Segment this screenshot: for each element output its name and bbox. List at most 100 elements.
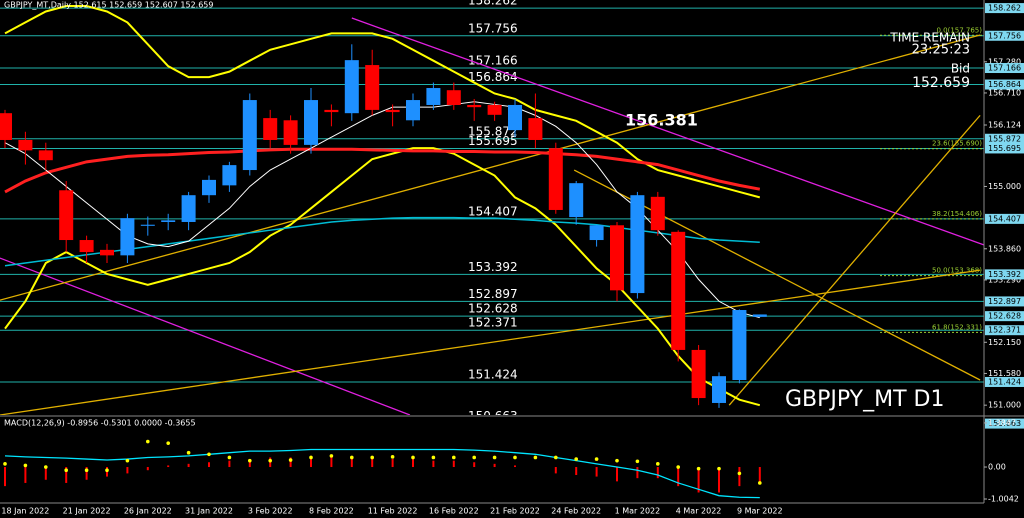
y-tick-label: 153.290 — [988, 275, 1021, 284]
x-tick-label: 4 Mar 2022 — [676, 507, 722, 516]
candle-body — [406, 100, 420, 121]
level-box — [985, 3, 1024, 14]
candle-body — [508, 104, 522, 131]
macd-bar — [738, 467, 741, 487]
candle-body — [242, 100, 257, 171]
y-tick-label: 153.860 — [988, 244, 1021, 253]
signal-dot — [472, 455, 477, 460]
macd-bar — [167, 465, 170, 468]
y-tick-label: 0.00 — [988, 463, 1006, 472]
signal-dot — [288, 458, 293, 462]
level-axis-label: 152.897 — [988, 297, 1021, 306]
signal-dot — [513, 455, 517, 460]
highlight-price: 156.381 — [625, 111, 698, 130]
macd-bar — [126, 467, 129, 474]
macd-bar — [65, 467, 68, 483]
macd-bar — [758, 467, 761, 485]
signal-dot — [248, 458, 252, 463]
x-tick-label: 18 Jan 2022 — [1, 507, 49, 516]
signal-dot — [676, 465, 680, 469]
macd-bar — [350, 457, 353, 468]
signal-dot — [370, 455, 375, 460]
level-axis-label: 157.166 — [988, 64, 1021, 73]
candle-body — [18, 139, 33, 151]
trendline — [0, 34, 981, 301]
level-label: 153.392 — [468, 260, 518, 274]
trendline — [0, 269, 981, 415]
level-label: 151.424 — [468, 367, 518, 381]
signal-dot — [758, 481, 762, 485]
signal-dot — [737, 471, 742, 476]
level-box — [985, 79, 1024, 90]
level-box — [985, 376, 1024, 387]
signal-dot — [717, 466, 721, 471]
candle-body — [569, 183, 584, 218]
level-label: 155.695 — [468, 134, 518, 148]
macd-bar — [85, 467, 88, 480]
candle-body — [589, 225, 604, 241]
macd-bar — [554, 467, 557, 474]
symbol-label: GBPJPY_MT D1 — [785, 387, 944, 412]
level-label: 156.864 — [468, 70, 518, 84]
level-label: 158.262 — [468, 0, 518, 8]
macd-bar — [452, 460, 455, 468]
indicator-line — [4, 5, 761, 199]
fib-label: 38.2(154.406) — [932, 210, 982, 218]
signal-dot — [23, 463, 28, 468]
macd-bar — [718, 467, 720, 493]
x-tick-label: 24 Feb 2022 — [551, 507, 601, 516]
indicator-line — [4, 147, 761, 194]
level-axis-label: 158.262 — [988, 4, 1021, 13]
signal-dot — [268, 458, 273, 463]
candle-body — [671, 231, 686, 350]
candle-body — [0, 113, 12, 140]
candle-body — [304, 100, 318, 145]
trendline — [351, 17, 984, 246]
candle-body — [100, 249, 114, 256]
level-label: 154.407 — [468, 204, 518, 218]
level-axis-label: 153.392 — [988, 270, 1021, 279]
macd-bar — [656, 467, 659, 479]
candle-body — [732, 310, 747, 381]
signal-dot — [452, 455, 456, 460]
signal-dot — [329, 454, 334, 458]
signal-dot — [64, 468, 68, 473]
candle-body — [161, 220, 176, 222]
level-axis-label: 155.872 — [988, 134, 1021, 143]
candle-body — [446, 90, 461, 105]
macd-bar — [289, 457, 292, 468]
level-label: 155.872 — [468, 124, 518, 138]
macd-line — [4, 448, 760, 499]
chart-header: GBPJPY_MT,Daily 152.615 152.659 152.607 … — [4, 1, 213, 10]
candle-body — [712, 376, 726, 403]
macd-bar — [432, 460, 435, 468]
macd-bar — [330, 457, 333, 468]
time-remain: 23:25:23 — [912, 43, 970, 58]
macd-bar — [24, 467, 27, 483]
y-tick-label: 151.000 — [988, 401, 1021, 410]
macd-bar — [575, 467, 578, 475]
macd-bar — [412, 459, 414, 468]
level-axis-label: 155.695 — [988, 144, 1021, 153]
axes: 157.280 156.710 156.124 155.000 153.860 153.2… — [1, 3, 1024, 516]
indicator-line — [4, 147, 761, 407]
candle-body — [202, 179, 216, 196]
level-label: 152.628 — [468, 302, 518, 316]
x-tick-label: 26 Jan 2022 — [124, 507, 172, 516]
candle-body — [426, 88, 441, 105]
y-tick-label: 151.580 — [988, 369, 1021, 378]
candle-body — [365, 65, 380, 110]
y-tick-label: -1.0042 — [988, 494, 1019, 503]
candle-body — [610, 225, 624, 291]
macd-bar — [228, 460, 231, 468]
signal-dot — [44, 465, 48, 469]
level-axis-label: 152.628 — [988, 312, 1021, 321]
x-tick-label: 1 Mar 2022 — [615, 507, 661, 516]
signal-dot — [166, 441, 170, 445]
trendline — [728, 114, 981, 406]
candle-body — [548, 148, 563, 210]
signal-dot — [350, 455, 354, 460]
signal-dot — [574, 457, 578, 461]
